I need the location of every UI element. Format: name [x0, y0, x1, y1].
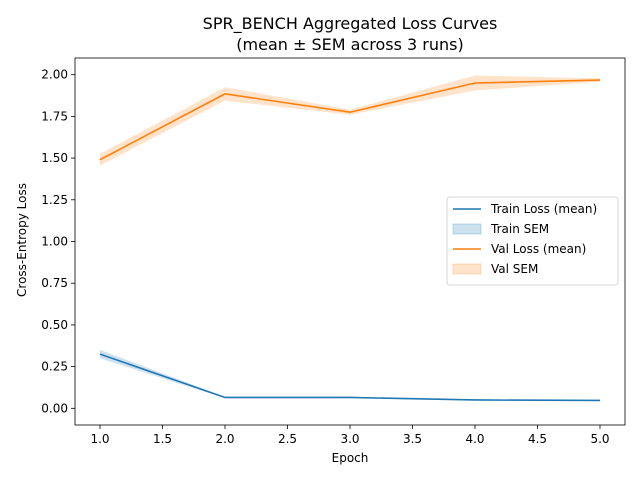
y-tick-label: 2.00: [41, 68, 68, 82]
legend-entry-label: Train SEM: [490, 222, 549, 236]
x-tick-label: 3.0: [340, 432, 359, 446]
legend-entry-label: Val SEM: [491, 262, 538, 276]
y-tick-label: 1.50: [41, 151, 68, 165]
series-0-line: [99, 353, 601, 402]
legend-band-swatch: [452, 223, 482, 235]
legend: Train Loss (mean) Train SEM Val Loss (mean…: [446, 196, 619, 286]
y-tick-label: 1.75: [41, 109, 68, 123]
y-axis-label: Cross-Entropy Loss: [15, 183, 29, 297]
y-tick-label: 1.00: [41, 235, 68, 249]
x-tick-label: 4.5: [528, 432, 547, 446]
x-tick-label: 2.0: [215, 432, 234, 446]
x-tick-label: 1.0: [90, 432, 109, 446]
series-1-line: [99, 79, 601, 161]
y-tick-label: 0.50: [41, 318, 68, 332]
x-tick-label: 4.0: [465, 432, 484, 446]
x-axis-label: Epoch: [332, 451, 369, 465]
legend-entry-label: Train Loss (mean): [490, 202, 597, 216]
plot-area: [99, 75, 601, 402]
chart-subtitle: (mean ± SEM across 3 runs): [236, 35, 463, 54]
y-tick-label: 1.25: [41, 193, 68, 207]
axes: 1.0 1.5 2.0 2.5 3.0 3.5 4.0 4.5 5.0 0.00 0.25 0.50 0…: [41, 57, 626, 446]
x-tick-label: 5.0: [590, 432, 609, 446]
y-tick-label: 0.25: [41, 360, 68, 374]
legend-entry-label: Val Loss (mean): [491, 242, 586, 256]
y-tick-label: 0.00: [41, 401, 68, 415]
chart-title: SPR_BENCH Aggregated Loss Curves: [203, 14, 498, 34]
legend-box: [446, 196, 619, 286]
x-tick-label: 2.5: [278, 432, 297, 446]
x-tick-label: 1.5: [153, 432, 172, 446]
legend-band-swatch: [452, 263, 482, 275]
series-1-sem-band: [100, 75, 600, 166]
x-tick-label: 3.5: [403, 432, 422, 446]
series-0-sem-band: [100, 349, 600, 401]
y-tick-label: 0.75: [41, 276, 68, 290]
